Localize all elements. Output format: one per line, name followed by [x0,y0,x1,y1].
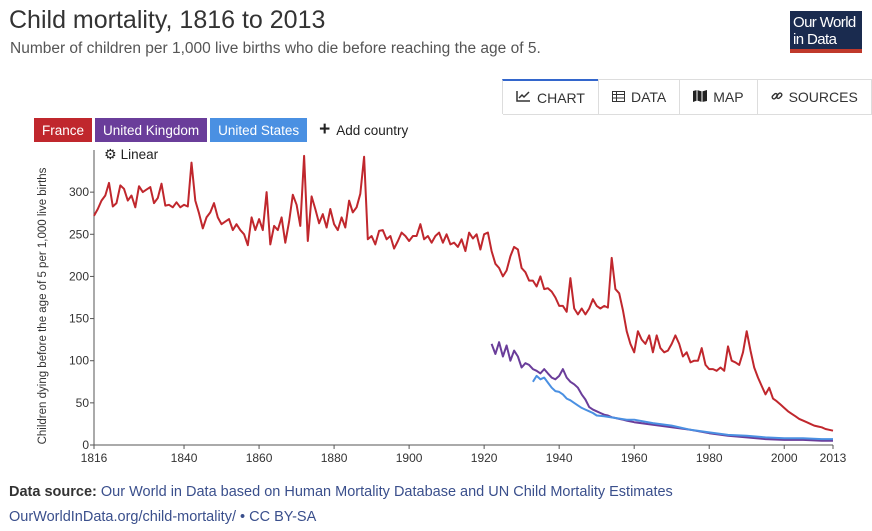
add-country-label: Add country [336,122,409,138]
series-line-france[interactable] [93,154,834,432]
x-tick-label: 1860 [246,451,273,465]
series-line-united-states[interactable] [532,374,833,441]
tab-chart[interactable]: CHART [502,79,599,114]
x-tick-label: 2000 [771,451,798,465]
x-tick-label: 1816 [81,451,108,465]
view-tabs: CHART DATA MAP SOURCES [502,79,872,115]
x-tick-label: 1840 [171,451,198,465]
data-source-label: Data source: [9,484,97,500]
y-tick-label: 250 [69,227,89,241]
add-country-button[interactable]: + Add country [319,119,409,140]
table-icon [611,90,625,105]
x-tick-label: 1980 [696,451,723,465]
link-icon [771,90,783,105]
tab-chart-label: CHART [537,89,585,106]
tab-map[interactable]: MAP [679,79,758,114]
tab-data-label: DATA [630,89,667,105]
tab-sources-label: SOURCES [788,89,858,105]
footer-separator: • [240,509,246,525]
tab-map-label: MAP [713,89,744,105]
gear-icon: ⚙ [104,146,117,162]
owid-logo[interactable]: Our World in Data [790,11,862,53]
tab-data[interactable]: DATA [597,79,681,114]
country-chip-united-kingdom[interactable]: United Kingdom [95,118,208,142]
y-axis-title: Children dying before the age of 5 per 1… [37,167,49,444]
x-tick-label: 1960 [621,451,648,465]
license-link[interactable]: CC BY-SA [249,509,317,525]
country-chip-united-states[interactable]: United States [210,118,308,142]
x-tick-label: 2013 [820,451,847,465]
country-selector: France United Kingdom United States + Ad… [34,118,408,142]
logo-line-2: in Data [793,31,837,48]
chart-url-link[interactable]: OurWorldInData.org/child-mortality/ [9,509,236,525]
chart-title: Child mortality, 1816 to 2013 [9,6,326,34]
data-source-link[interactable]: Our World in Data based on Human Mortali… [100,484,673,500]
line-chart-icon [516,90,531,105]
map-icon [693,89,708,105]
country-chip-france[interactable]: France [34,118,93,142]
y-tick-label: 100 [69,354,89,368]
x-tick-label: 1900 [396,451,423,465]
line-chart: Children dying before the age of 5 per 1… [37,150,847,465]
scale-toggle[interactable]: ⚙ Linear [104,146,158,163]
x-tick-label: 1920 [471,451,498,465]
plus-icon: + [319,119,331,140]
data-source: Data source: Our World in Data based on … [9,484,673,500]
logo-line-1: Our World [793,14,856,31]
y-tick-label: 0 [82,438,89,452]
y-tick-label: 150 [69,312,89,326]
x-tick-label: 1880 [321,451,348,465]
series-line-united-kingdom[interactable] [490,341,833,442]
y-tick-label: 200 [69,269,89,283]
y-tick-label: 50 [76,396,90,410]
tab-sources[interactable]: SOURCES [756,79,872,114]
x-tick-label: 1940 [546,451,573,465]
chart-subtitle: Number of children per 1,000 live births… [10,40,541,57]
scale-label: Linear [120,147,159,162]
footer-links: OurWorldInData.org/child-mortality/ • CC… [9,509,316,525]
y-tick-label: 300 [69,185,89,199]
